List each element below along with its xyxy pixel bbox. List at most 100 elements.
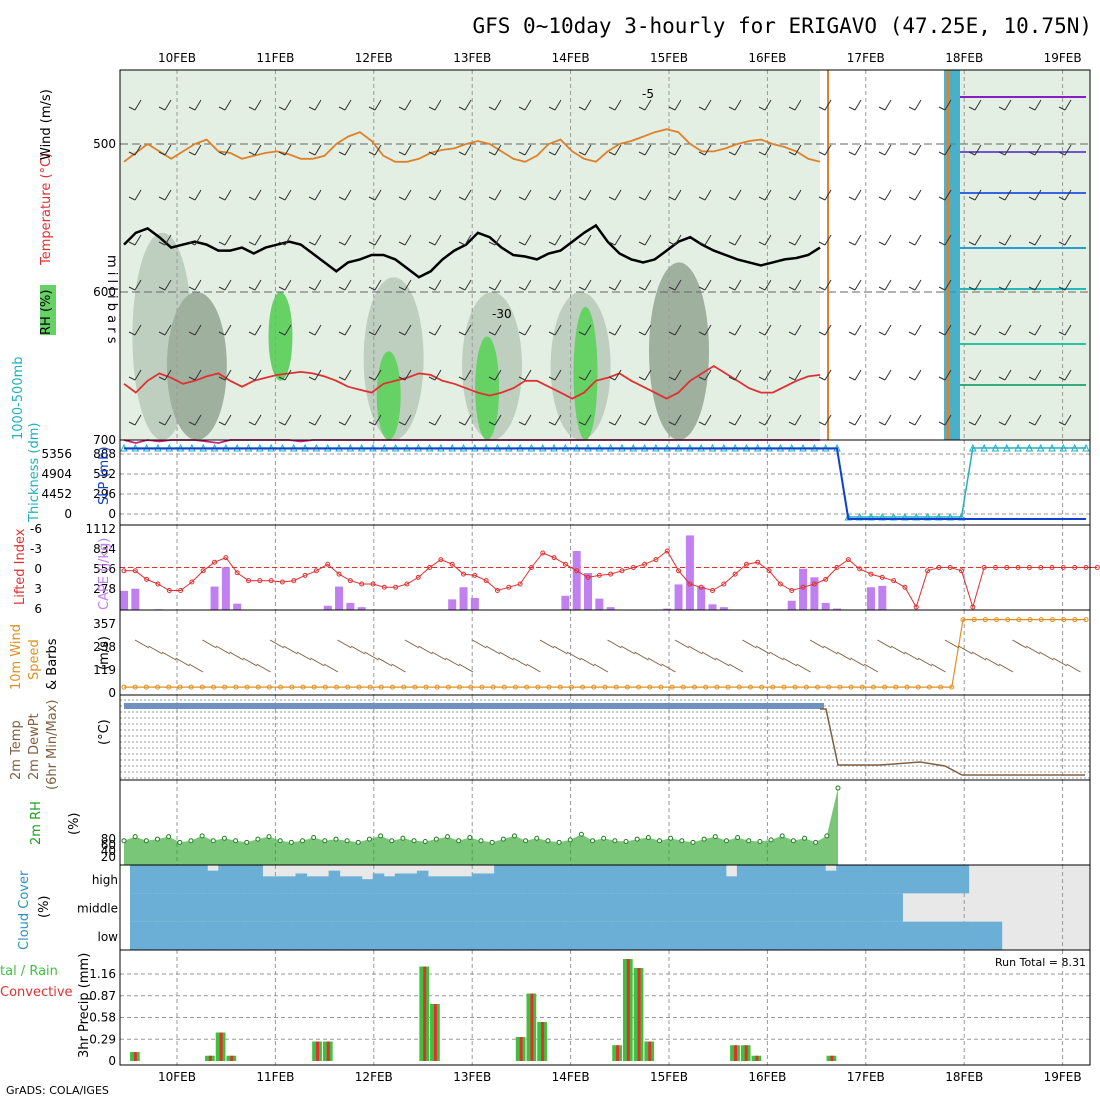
wind-barb — [548, 324, 562, 336]
wind-barb — [968, 414, 982, 426]
cloud-bar — [372, 921, 385, 950]
wind-barb — [308, 99, 322, 111]
wind-barb-10m — [593, 663, 609, 673]
wind-barb — [788, 414, 802, 426]
wind-barb — [698, 279, 712, 291]
pressure-axis-label: m i l l i b a r s — [104, 255, 119, 344]
wind-speed-point — [468, 684, 474, 690]
li-point — [291, 578, 297, 584]
cloud-bar — [692, 893, 705, 922]
rh-2m-point — [233, 838, 239, 844]
li-point — [279, 579, 285, 585]
wind-speed-point — [826, 684, 832, 690]
wind-speed-point — [445, 684, 451, 690]
wind-barb — [428, 99, 442, 111]
li-point — [891, 578, 897, 584]
wind-barb-10m — [863, 663, 879, 673]
cloud-bar — [472, 893, 484, 922]
wind-speed-point — [1005, 617, 1011, 623]
wind-barb — [758, 234, 772, 246]
wind-barb-10m — [674, 639, 690, 649]
wind-barb — [728, 369, 742, 381]
cape-bar — [448, 599, 457, 610]
run-total-label: Run Total = 8.31 — [995, 956, 1086, 969]
wind-barb — [368, 99, 382, 111]
li-point — [223, 555, 229, 561]
wind-speed-point — [300, 684, 306, 690]
li-point — [857, 566, 863, 572]
rh-2m-point — [489, 839, 495, 845]
precip-convective-bar — [208, 1055, 212, 1061]
cloud-bar — [405, 893, 418, 922]
li-point — [845, 557, 851, 563]
precip-convective-bar — [755, 1055, 759, 1061]
cloud-bar — [670, 865, 683, 894]
wind-speed-point — [132, 684, 138, 690]
wind-barb-10m — [134, 639, 150, 649]
li-point — [155, 581, 161, 587]
cloud-bar — [560, 865, 572, 894]
wind-speed-point — [994, 617, 1000, 623]
rh-2m-point — [456, 838, 462, 844]
cloud-bar — [350, 921, 363, 950]
wind-barb — [458, 99, 472, 111]
cloud-bar — [648, 893, 661, 922]
contour-label: -5 — [642, 87, 654, 101]
wind-barb-10m — [256, 663, 271, 673]
wind-speed-point — [725, 684, 731, 690]
cloud-bar — [483, 893, 495, 922]
wind-barb — [938, 369, 952, 381]
cloud-bar — [284, 921, 297, 950]
li-point — [959, 568, 965, 574]
wind-barb — [758, 144, 772, 156]
wind-barb — [248, 414, 262, 426]
cloud-bar — [637, 893, 650, 922]
wind-barb — [278, 414, 292, 426]
li-point — [698, 584, 704, 590]
temperature-contour — [123, 223, 821, 279]
wind-barb — [368, 189, 382, 201]
cloud-bar — [847, 893, 859, 922]
li-point — [189, 579, 195, 585]
wind-barb — [728, 414, 742, 426]
cloud-unit: (%) — [37, 896, 52, 919]
wind-barb-10m — [229, 651, 244, 661]
date-tick-bottom: 15FEB — [650, 1070, 688, 1084]
cloud-bar — [736, 893, 749, 922]
cloud-bar — [461, 893, 473, 922]
cloud-bar — [792, 921, 804, 950]
li-point — [596, 572, 602, 578]
wind-barb — [548, 189, 562, 201]
wind-barb — [428, 279, 442, 291]
wind-barb — [668, 234, 682, 246]
wind-speed-point — [513, 684, 519, 690]
wind-barb — [158, 144, 172, 156]
wind-barb-10m — [580, 657, 595, 667]
wind-barb — [1028, 279, 1042, 291]
rh-2m-point — [288, 839, 294, 845]
cloud-bar — [781, 921, 793, 950]
cloud-bar — [240, 893, 252, 922]
rh-2m-point — [154, 836, 160, 842]
wind-barb — [938, 99, 952, 111]
wind-barb-10m — [769, 651, 784, 661]
cape-bar — [685, 535, 694, 610]
wind-barb — [338, 369, 352, 381]
wind-speed-point — [289, 684, 295, 690]
precip-convective-bar — [133, 1052, 137, 1061]
wind-speed-point — [546, 684, 552, 690]
wind-barb — [218, 144, 232, 156]
rh-tick: 60 — [101, 838, 116, 852]
cloud-bar — [836, 921, 848, 950]
wind-barb-10m — [1025, 645, 1041, 655]
wind-barb — [128, 234, 142, 246]
fill-layer — [40, 70, 1090, 950]
wind-barb-10m — [931, 663, 946, 673]
li-point — [166, 588, 172, 594]
cape-tick: 834 — [93, 542, 116, 556]
wind-barb — [818, 324, 832, 336]
wind-barb-10m — [796, 663, 811, 673]
wind-barb-10m — [661, 663, 676, 673]
wind-barb — [758, 414, 772, 426]
cape-bar — [674, 584, 683, 610]
